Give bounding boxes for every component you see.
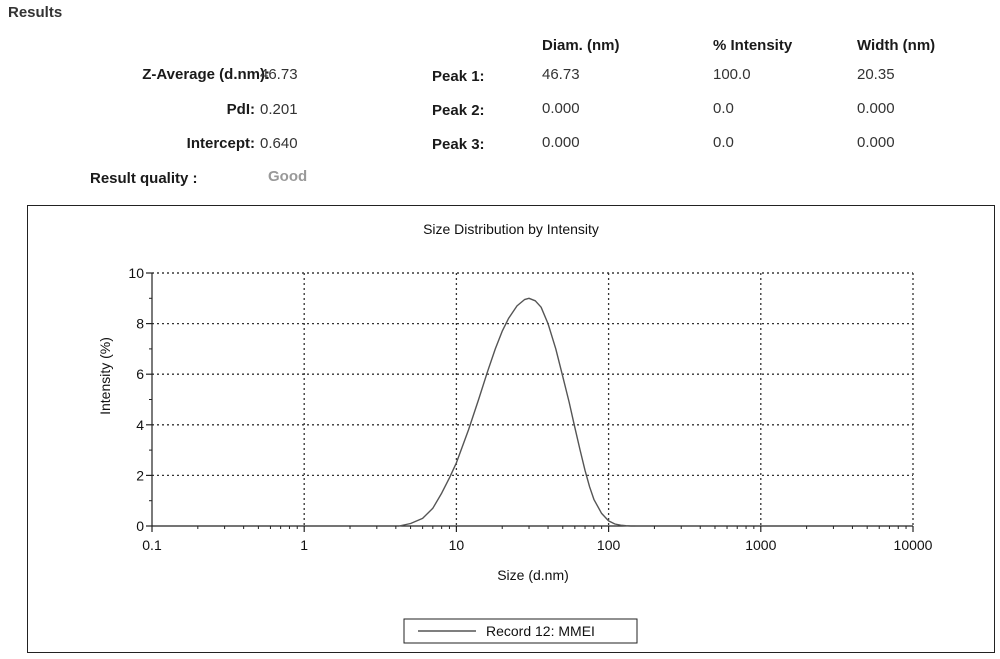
y-axis-label: Intensity (%)	[97, 337, 113, 415]
y-tick-label: 8	[136, 316, 144, 332]
pdi-value: 0.201	[260, 101, 298, 118]
x-tick-label: 100	[597, 537, 621, 553]
x-tick-label: 10000	[894, 537, 933, 553]
chart-title: Size Distribution by Intensity	[423, 221, 599, 237]
legend: Record 12: MMEI	[403, 618, 638, 644]
series-line-0	[398, 297, 636, 527]
intercept-label: Intercept:	[186, 135, 255, 152]
peak-3-width: 0.000	[857, 134, 895, 151]
intercept-value: 0.640	[260, 135, 298, 152]
x-axis-label: Size (d.nm)	[497, 567, 569, 583]
y-tick-label: 2	[136, 467, 144, 483]
peak-3-label: Peak 3:	[432, 136, 485, 153]
size-distribution-chart: Size Distribution by Intensity 0.1 1 10 100…	[97, 221, 933, 644]
result-quality-label: Result quality :	[90, 170, 198, 187]
col-header-width: Width (nm)	[857, 37, 936, 54]
result-quality-value: Good	[268, 168, 308, 185]
y-tick-label: 4	[136, 417, 144, 433]
results-table: Z-Average (d.nm): 46.73 PdI: 0.201 Inter…	[0, 0, 1000, 200]
z-average-value: 46.73	[260, 66, 298, 83]
peak-1-intensity: 100.0	[713, 66, 751, 83]
x-tick-label: 10	[449, 537, 465, 553]
pdi-label: PdI:	[226, 101, 255, 118]
y-tick-label: 10	[128, 265, 144, 281]
peak-2-label: Peak 2:	[432, 102, 485, 119]
peak-3-intensity: 0.0	[713, 134, 734, 151]
x-tick-label: 0.1	[142, 537, 162, 553]
axis-layer: 0.1 1 10 100 1000 10000 0 2 4 6 8 10	[128, 265, 932, 553]
z-average-label: Z-Average (d.nm):	[142, 66, 270, 83]
x-tick-label: 1000	[745, 537, 776, 553]
peak-2-intensity: 0.0	[713, 100, 734, 117]
peak-1-diam: 46.73	[542, 66, 580, 83]
col-header-diam: Diam. (nm)	[542, 37, 620, 54]
results-heading: Results	[8, 4, 63, 21]
y-tick-label: 6	[136, 366, 144, 382]
peak-1-label: Peak 1:	[432, 68, 485, 85]
peak-3-diam: 0.000	[542, 134, 580, 151]
legend-label: Record 12: MMEI	[486, 623, 595, 639]
series-layer	[398, 297, 636, 527]
chart-frame: Size Distribution by Intensity 0.1 1 10 100…	[27, 205, 995, 653]
peak-2-diam: 0.000	[542, 100, 580, 117]
col-header-intensity: % Intensity	[713, 37, 793, 54]
peak-1-width: 20.35	[857, 66, 895, 83]
peak-2-width: 0.000	[857, 100, 895, 117]
x-tick-label: 1	[300, 537, 308, 553]
grid-layer	[152, 272, 914, 526]
y-tick-label: 0	[136, 518, 144, 534]
